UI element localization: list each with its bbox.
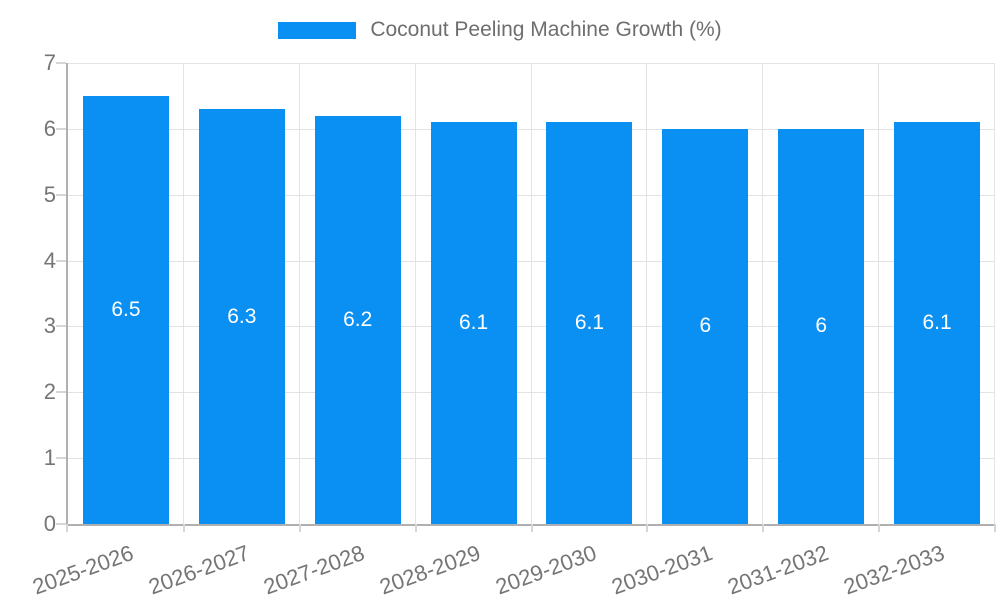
- x-axis-tick: [878, 524, 881, 532]
- y-axis-tick: [56, 457, 66, 460]
- gridline-vertical: [994, 63, 995, 524]
- bar-value-label: 6: [815, 314, 828, 338]
- x-axis-label: 2027-2028: [260, 540, 369, 600]
- gridline-horizontal: [68, 260, 995, 262]
- bar[interactable]: [662, 128, 749, 524]
- bar[interactable]: [894, 122, 981, 524]
- y-axis-label: 7: [43, 50, 56, 75]
- plot-area: 6.5 6.3 6.2 6.1 6.1 6 6 6.1 2025-2026 2026-2027 20…: [29, 62, 996, 599]
- x-axis-label: 2026-2027: [144, 540, 253, 600]
- gridline-vertical: [182, 63, 184, 524]
- gridline-vertical: [762, 63, 764, 524]
- x-axis-tick: [414, 524, 417, 532]
- bar-value-label: 6.2: [343, 307, 373, 331]
- bar-value-label: 6.3: [227, 304, 257, 328]
- bar[interactable]: [314, 115, 401, 524]
- y-axis-line: [66, 63, 68, 524]
- gridline-vertical: [646, 63, 648, 524]
- gridline-vertical: [414, 63, 416, 524]
- y-axis-label: 1: [43, 445, 56, 471]
- y-axis-tick: [56, 259, 66, 262]
- gridline-vertical: [878, 63, 880, 524]
- x-axis-tick: [298, 524, 301, 532]
- bar-value-label: 6.1: [458, 311, 489, 335]
- y-axis-label: 6: [43, 115, 56, 141]
- bar-value-label: 6: [699, 314, 712, 338]
- y-axis-tick: [56, 193, 66, 196]
- y-axis-tick: [56, 127, 66, 130]
- gridline-vertical: [530, 63, 532, 524]
- bar-value-label: 6.1: [922, 311, 952, 335]
- x-axis-label: 2029-2030: [492, 540, 600, 600]
- legend-swatch-icon: [278, 21, 357, 39]
- bar-value-label: 6.5: [111, 297, 141, 321]
- legend-label: Coconut Peeling Machine Growth (%): [370, 18, 722, 41]
- x-axis-tick: [762, 524, 765, 532]
- bar[interactable]: [82, 95, 169, 524]
- gridline-horizontal: [68, 194, 995, 196]
- x-axis-tick: [66, 524, 68, 532]
- x-axis-label: 2031-2032: [724, 540, 832, 600]
- x-axis-tick: [530, 524, 533, 532]
- gridline-horizontal: [68, 326, 995, 328]
- gridline-horizontal: [68, 128, 995, 130]
- legend[interactable]: Coconut Peeling Machine Growth (%): [0, 18, 1000, 42]
- x-axis-tick: [994, 524, 996, 532]
- bar-value-label: 6.1: [574, 311, 605, 335]
- bar[interactable]: [430, 122, 517, 524]
- y-axis-label: 4: [43, 247, 56, 273]
- bar[interactable]: [198, 109, 285, 524]
- gridline-horizontal: [68, 458, 995, 460]
- x-axis-tick: [182, 524, 185, 532]
- y-axis-label: 5: [43, 181, 56, 207]
- x-axis-label: 2030-2031: [608, 540, 716, 600]
- gridline-horizontal: [68, 63, 995, 64]
- y-axis-tick: [56, 62, 66, 64]
- bar[interactable]: [546, 122, 633, 524]
- y-axis-label: 3: [43, 313, 56, 339]
- y-axis-tick: [56, 325, 66, 328]
- y-axis-label: 2: [43, 379, 56, 405]
- y-axis-tick: [56, 523, 66, 525]
- x-axis-label: 2028-2029: [376, 540, 485, 600]
- y-axis-tick: [56, 391, 66, 394]
- bar[interactable]: [778, 128, 865, 524]
- gridline-horizontal: [68, 392, 995, 394]
- x-axis-label: 2025-2026: [29, 540, 137, 600]
- gridline-vertical: [298, 63, 300, 524]
- x-axis-label: 2032-2033: [840, 540, 948, 600]
- x-axis-tick: [646, 524, 649, 532]
- y-axis-label: 0: [43, 511, 56, 536]
